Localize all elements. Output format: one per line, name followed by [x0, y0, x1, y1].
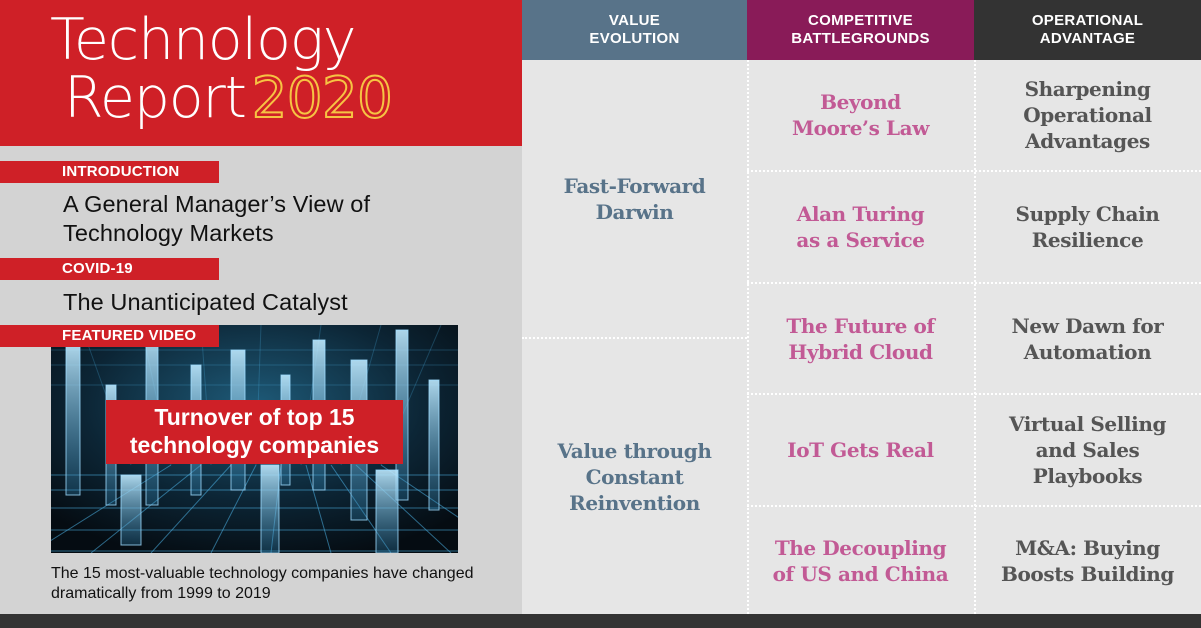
featured-video-tag: Featured Video	[0, 325, 219, 347]
chapter-decoupling-us-china[interactable]: The Decoupling of US and China	[747, 507, 974, 614]
chapter-line: The Decoupling	[774, 535, 947, 560]
featured-video-thumbnail[interactable]: Turnover of top 15 technology companies	[51, 325, 458, 553]
row-divider	[747, 505, 1201, 507]
chapter-new-dawn-for-automation[interactable]: New Dawn for Automation	[974, 284, 1201, 393]
report-year: 2020	[251, 66, 394, 132]
value-header-line2: Evolution	[589, 30, 680, 47]
chapter-line: and Sales	[1035, 438, 1140, 462]
chapter-line: of US and China	[772, 561, 949, 586]
chapter-supply-chain-resilience[interactable]: Supply Chain Resilience	[974, 172, 1201, 282]
column-divider	[974, 60, 976, 614]
chapter-line: Boosts Building	[1000, 561, 1175, 586]
chapter-line: Automation	[1023, 339, 1152, 364]
chapter-value-through-constant-reinvention[interactable]: Value through Constant Reinvention	[522, 339, 747, 614]
chapter-line: Alan Turing	[796, 202, 925, 226]
chapter-line: Sharpening	[1024, 77, 1151, 101]
intro-section-tag: Introduction	[0, 161, 219, 183]
chapter-line: as a Service	[796, 228, 925, 252]
row-divider	[747, 282, 1201, 284]
chapter-line: Hybrid Cloud	[788, 339, 933, 364]
chapter-future-of-hybrid-cloud[interactable]: The Future of Hybrid Cloud	[747, 284, 974, 393]
chapter-beyond-moores-law[interactable]: Beyond Moore’s Law	[747, 60, 974, 170]
report-title-banner: Technology Report 2020	[0, 0, 522, 146]
chapter-line: Value through	[557, 438, 712, 463]
left-panel: Technology Report 2020 Introduction A Gen…	[0, 0, 522, 614]
chapter-fast-forward-darwin[interactable]: Fast-Forward Darwin	[522, 60, 747, 337]
report-chapters-grid: Value Evolution Competitive Battlegrounds …	[522, 0, 1201, 614]
chapter-line: Moore’s Law	[791, 116, 930, 140]
operational-advantage-header: Operational Advantage	[974, 0, 1201, 60]
chapter-line: M&A: Buying	[1015, 535, 1160, 560]
chapter-iot-gets-real[interactable]: IoT Gets Real	[747, 395, 974, 505]
chapter-alan-turing-as-a-service[interactable]: Alan Turing as a Service	[747, 172, 974, 282]
row-divider	[522, 337, 747, 339]
comp-header-line2: Battlegrounds	[791, 30, 930, 47]
value-header-line1: Value	[608, 12, 661, 29]
report-title-word: Report	[64, 65, 247, 131]
chapter-line: Playbooks	[1032, 464, 1143, 488]
chapter-line: Resilience	[1031, 228, 1144, 252]
column-divider	[747, 60, 749, 614]
chapter-line: The Future of	[786, 313, 935, 338]
video-caption: Turnover of top 15 technology companies	[106, 400, 403, 464]
chapter-virtual-selling-sales-playbooks[interactable]: Virtual Selling and Sales Playbooks	[974, 395, 1201, 505]
covid-link[interactable]: The Unanticipated Catalyst	[63, 289, 348, 315]
chapter-line: Supply Chain	[1015, 202, 1160, 226]
chapter-line: Beyond	[820, 90, 901, 114]
footer-bar	[0, 614, 1201, 628]
video-description: The 15 most-valuable technology companie…	[51, 565, 474, 602]
chapter-line: Constant	[585, 464, 684, 489]
report-title-line2: Report 2020	[64, 65, 394, 132]
report-title-line1: Technology	[50, 7, 357, 73]
intro-link[interactable]: A General Manager’s View of Technology M…	[63, 191, 371, 246]
chapter-ma-buying-boosts-building[interactable]: M&A: Buying Boosts Building	[974, 507, 1201, 614]
comp-header-line1: Competitive	[808, 12, 913, 29]
chapter-line: Darwin	[595, 199, 674, 224]
row-divider	[747, 393, 1201, 395]
chapter-line: Advantages	[1025, 129, 1150, 153]
chapter-line: Virtual Selling	[1008, 412, 1167, 436]
chapter-line: Reinvention	[569, 490, 700, 515]
chapter-line: Fast-Forward	[563, 173, 706, 198]
chapter-sharpening-operational-advantages[interactable]: Sharpening Operational Advantages	[974, 60, 1201, 170]
row-divider	[747, 170, 1201, 172]
competitive-battlegrounds-header: Competitive Battlegrounds	[747, 0, 974, 60]
value-evolution-header: Value Evolution	[522, 0, 747, 60]
covid-section-tag: COVID-19	[0, 258, 219, 280]
chapter-line: Operational	[1023, 103, 1152, 127]
chapter-line: IoT Gets Real	[787, 438, 934, 462]
ops-header-line1: Operational	[1031, 12, 1144, 29]
chapter-line: New Dawn for	[1011, 313, 1164, 338]
ops-header-line2: Advantage	[1039, 30, 1136, 47]
